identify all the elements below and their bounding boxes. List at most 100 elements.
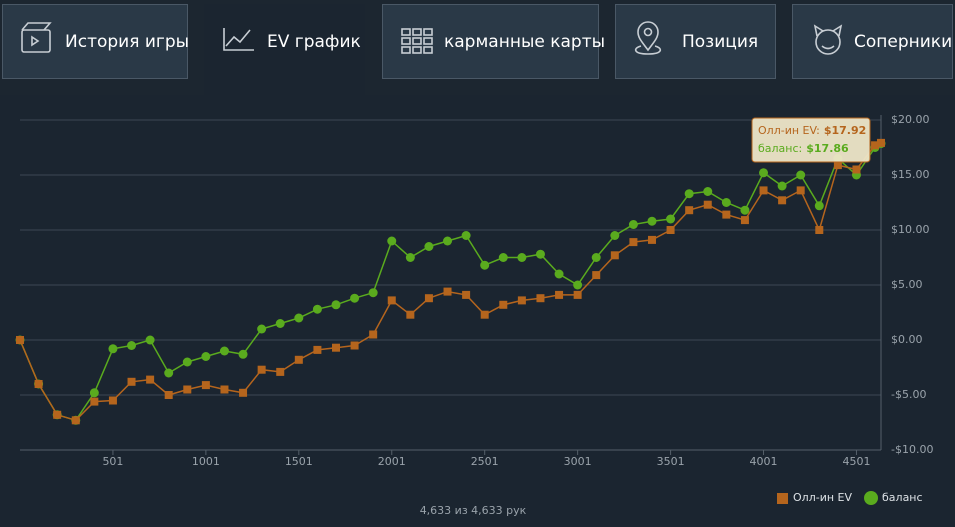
tooltip-value: $17.92 <box>824 124 866 137</box>
icon <box>401 46 411 54</box>
point <box>127 377 136 386</box>
point <box>406 310 415 319</box>
point <box>796 170 806 180</box>
icon <box>423 37 433 45</box>
point <box>610 251 619 260</box>
point <box>852 165 861 174</box>
tab-label: Соперники <box>854 32 952 52</box>
point <box>424 294 433 303</box>
x-tick-label: 2501 <box>471 455 499 468</box>
tab-label: карманные карты <box>444 32 605 52</box>
icon <box>401 28 411 36</box>
y-tick-label: $15.00 <box>891 168 930 181</box>
point <box>108 396 117 405</box>
tab[interactable]: карманные карты <box>382 4 606 79</box>
point <box>517 253 527 262</box>
point <box>369 330 378 339</box>
icon <box>223 28 254 51</box>
point <box>294 313 304 323</box>
icon <box>412 28 422 36</box>
point <box>759 168 769 178</box>
point <box>461 231 471 240</box>
point <box>722 210 731 219</box>
tab[interactable]: История игры <box>2 4 190 79</box>
x-tick-label: 3001 <box>564 455 592 468</box>
point <box>201 352 211 361</box>
point <box>164 368 174 378</box>
point <box>220 385 229 394</box>
point <box>146 375 155 384</box>
point <box>16 336 24 344</box>
icon <box>401 37 411 45</box>
point <box>777 181 787 191</box>
legend-marker <box>864 491 879 505</box>
icon <box>21 29 51 53</box>
x-tick-label: 2001 <box>378 455 406 468</box>
point <box>871 141 880 150</box>
point <box>387 296 396 305</box>
point <box>647 235 656 244</box>
icon <box>423 46 433 54</box>
tab-box <box>792 4 953 79</box>
tooltip-value: $17.86 <box>806 142 849 155</box>
icon <box>815 29 841 55</box>
point <box>684 189 694 199</box>
point <box>312 304 322 314</box>
icon <box>21 22 52 31</box>
chart: -$10.00 -$5.00 $0.00 $5.00 $10.00 $15.00 $20.0… <box>15 113 933 505</box>
point <box>498 253 508 262</box>
point <box>666 214 676 224</box>
point <box>554 269 564 279</box>
point <box>127 341 137 350</box>
tab-label: История игры <box>65 32 189 52</box>
x-tick-label: 4501 <box>842 455 870 468</box>
y-tick-label: -$5.00 <box>891 388 926 401</box>
point <box>462 290 471 299</box>
icon <box>813 24 843 50</box>
point <box>219 346 229 356</box>
point <box>815 226 824 234</box>
chart-panel <box>0 95 955 527</box>
legend-item[interactable]: Олл-ин EV <box>777 491 852 504</box>
point <box>740 216 749 225</box>
point <box>257 324 267 334</box>
point <box>183 385 192 394</box>
point <box>108 344 118 354</box>
y-tick-label: $20.00 <box>891 113 930 126</box>
tooltip: Олл-ин EV: $17.92 баланс: $17.86 <box>751 117 871 163</box>
tooltip-box <box>751 117 871 163</box>
tab[interactable]: Соперники <box>792 4 953 79</box>
point <box>239 388 248 397</box>
tooltip-label: Олл-ин EV: <box>758 124 820 137</box>
point <box>331 343 340 352</box>
point <box>591 253 601 262</box>
legend-marker <box>777 493 788 504</box>
point <box>628 220 638 229</box>
point <box>555 290 564 299</box>
point <box>685 206 694 215</box>
tab[interactable]: EV график <box>204 4 365 95</box>
y-tick-label: -$10.00 <box>891 443 933 456</box>
legend-item[interactable]: баланс <box>864 491 923 505</box>
point <box>275 319 285 328</box>
point <box>90 397 99 406</box>
point <box>443 287 452 296</box>
tab[interactable]: Позиция <box>615 4 776 79</box>
tab-box <box>382 4 599 79</box>
point <box>666 226 675 234</box>
x-tick-label: 501 <box>102 455 123 468</box>
point <box>34 380 43 388</box>
point <box>89 388 99 398</box>
point <box>721 198 731 207</box>
tooltip-label: баланс: <box>758 142 802 155</box>
point <box>647 216 657 226</box>
point <box>703 200 712 209</box>
tooltip-line: баланс: $17.86 <box>758 142 849 155</box>
point <box>350 293 360 303</box>
point <box>610 231 620 240</box>
tab-label: EV график <box>267 32 361 52</box>
point <box>350 341 359 350</box>
point <box>201 381 210 390</box>
x-tick-label: 4001 <box>750 455 778 468</box>
icon <box>643 27 653 37</box>
